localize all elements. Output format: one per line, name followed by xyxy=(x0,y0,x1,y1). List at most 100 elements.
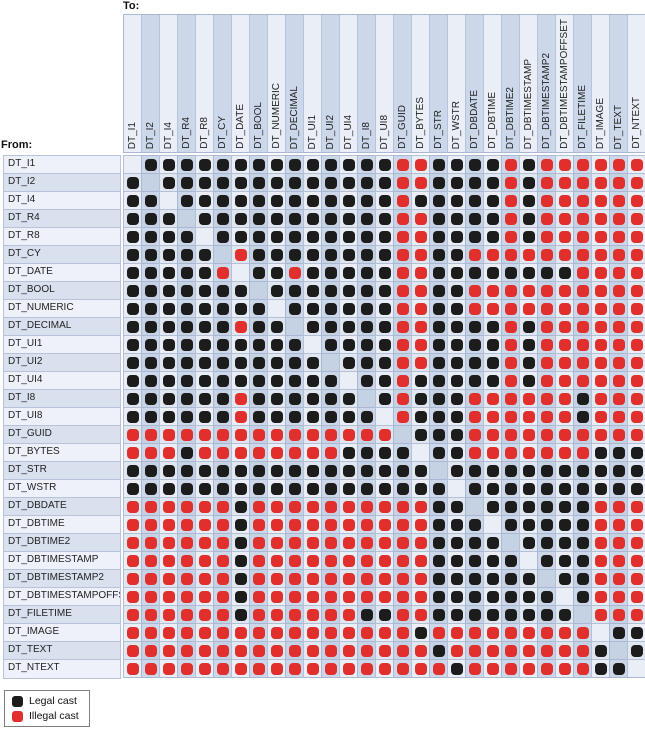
column-header-label: DT_I1 xyxy=(126,121,138,149)
matrix-cell-dt_cy-to-dt_date xyxy=(231,245,249,263)
legal-cast-dot-icon xyxy=(486,176,499,189)
column-header-label: DT_FILETIME xyxy=(576,85,588,149)
matrix-cell-dt_image-to-dt_dbtime xyxy=(483,623,501,641)
matrix-cell-dt_str-to-dt_ui1 xyxy=(303,461,321,479)
legal-cast-dot-icon xyxy=(306,302,319,315)
illegal-cast-dot-icon xyxy=(396,392,409,405)
legal-cast-dot-icon xyxy=(486,500,499,513)
matrix-cell-dt_date-to-dt_i8 xyxy=(357,263,375,281)
illegal-cast-dot-icon xyxy=(504,284,517,297)
legal-cast-dot-icon xyxy=(432,158,445,171)
illegal-cast-dot-icon xyxy=(342,500,355,513)
legal-cast-dot-icon xyxy=(576,554,589,567)
legal-cast-dot-icon xyxy=(450,212,463,225)
matrix-cell-dt_date-to-dt_ntext xyxy=(627,263,645,281)
matrix-cell-dt_dbtimestampoffset-to-dt_text xyxy=(609,587,627,605)
matrix-cell-dt_cy-to-dt_str xyxy=(429,245,447,263)
illegal-cast-dot-icon xyxy=(180,572,193,585)
matrix-cell-dt_i2-to-dt_i8 xyxy=(357,173,375,191)
column-header-label: DT_UI8 xyxy=(378,114,390,149)
illegal-cast-dot-icon xyxy=(234,248,247,261)
matrix-cell-dt_dbtime2-to-dt_ui8 xyxy=(375,533,393,551)
legal-cast-dot-icon xyxy=(378,158,391,171)
matrix-cell-dt_bool-to-dt_date xyxy=(231,281,249,299)
matrix-cell-dt_guid-to-dt_filetime xyxy=(573,425,591,443)
legal-cast-dot-icon xyxy=(450,194,463,207)
illegal-cast-dot-icon xyxy=(198,590,211,603)
matrix-cell-dt_i4-to-dt_filetime xyxy=(573,191,591,209)
legal-cast-dot-icon xyxy=(468,482,481,495)
illegal-cast-dot-icon xyxy=(288,266,301,279)
matrix-cell-dt_dbtime-to-dt_bool xyxy=(249,515,267,533)
matrix-cell-dt_bool-to-dt_ui8 xyxy=(375,281,393,299)
legal-cast-dot-icon xyxy=(324,374,337,387)
matrix-cell-dt_dbtime2-to-dt_dbdate xyxy=(465,533,483,551)
matrix-cell-dt_dbtime2-to-dt_guid xyxy=(393,533,411,551)
matrix-cell-dt_bool-to-dt_dbtimestamp xyxy=(519,281,537,299)
column-header-dt_image: DT_IMAGE xyxy=(592,15,610,152)
matrix-cell-dt_wstr-to-dt_wstr xyxy=(447,479,465,497)
matrix-cell-dt_ui8-to-dt_ui1 xyxy=(303,407,321,425)
illegal-cast-dot-icon xyxy=(630,554,643,567)
matrix-cell-dt_ui8-to-dt_i4 xyxy=(159,407,177,425)
illegal-cast-dot-icon xyxy=(180,536,193,549)
matrix-cell-dt_r8-to-dt_r8 xyxy=(195,227,213,245)
column-header-label: DT_IMAGE xyxy=(594,97,606,149)
matrix-cell-dt_cy-to-dt_ntext xyxy=(627,245,645,263)
matrix-cell-dt_numeric-to-dt_decimal xyxy=(285,299,303,317)
illegal-cast-dot-icon xyxy=(612,374,625,387)
matrix-cell-dt_ui2-to-dt_decimal xyxy=(285,353,303,371)
illegal-cast-dot-icon xyxy=(576,320,589,333)
matrix-cell-dt_dbtime2-to-dt_bool xyxy=(249,533,267,551)
matrix-cell-dt_i8-to-dt_dbtime2 xyxy=(501,389,519,407)
matrix-cell-dt_ui2-to-dt_ui4 xyxy=(339,353,357,371)
matrix-cell-dt_str-to-dt_i1 xyxy=(123,461,141,479)
legal-cast-dot-icon xyxy=(558,572,571,585)
matrix-cell-dt_image-to-dt_ui8 xyxy=(375,623,393,641)
illegal-cast-dot-icon xyxy=(144,662,157,675)
column-header-label: DT_DBDATE xyxy=(468,90,480,149)
matrix-cell-dt_cy-to-dt_cy xyxy=(213,245,231,263)
matrix-cell-dt_i4-to-dt_ui8 xyxy=(375,191,393,209)
matrix-cell-dt_r8-to-dt_wstr xyxy=(447,227,465,245)
legal-cast-dot-icon xyxy=(414,482,427,495)
legal-cast-dot-icon xyxy=(234,374,247,387)
legal-cast-dot-icon xyxy=(144,320,157,333)
matrix-cell-dt_ui1-to-dt_i8 xyxy=(357,335,375,353)
matrix-cell-dt_i2-to-dt_i4 xyxy=(159,173,177,191)
illegal-cast-dot-icon xyxy=(414,158,427,171)
legal-cast-dot-icon xyxy=(198,284,211,297)
matrix-cell-dt_image-to-dt_filetime xyxy=(573,623,591,641)
matrix-cell-dt_numeric-to-dt_ui2 xyxy=(321,299,339,317)
legal-cast-dot-icon xyxy=(162,266,175,279)
illegal-cast-dot-icon xyxy=(414,338,427,351)
illegal-cast-dot-icon xyxy=(270,572,283,585)
legal-cast-dot-icon xyxy=(324,248,337,261)
legal-cast-dot-icon xyxy=(432,338,445,351)
matrix-cell-dt_i1-to-dt_text xyxy=(609,155,627,173)
legal-cast-dot-icon xyxy=(288,392,301,405)
illegal-cast-dot-icon xyxy=(612,158,625,171)
legal-cast-dot-icon xyxy=(396,446,409,459)
matrix-cell-dt_decimal-to-dt_image xyxy=(591,317,609,335)
matrix-cell-dt_str-to-dt_numeric xyxy=(267,461,285,479)
matrix-cell-dt_dbdate-to-dt_dbtime2 xyxy=(501,497,519,515)
matrix-cell-dt_ui2-to-dt_i8 xyxy=(357,353,375,371)
matrix-cell-dt_decimal-to-dt_guid xyxy=(393,317,411,335)
matrix-cell-dt_filetime-to-dt_date xyxy=(231,605,249,623)
matrix-cell-dt_bool-to-dt_ui1 xyxy=(303,281,321,299)
matrix-cell-dt_cy-to-dt_ui8 xyxy=(375,245,393,263)
matrix-cell-dt_r8-to-dt_r4 xyxy=(177,227,195,245)
legal-cast-dot-icon xyxy=(342,266,355,279)
matrix-cell-dt_i2-to-dt_text xyxy=(609,173,627,191)
legal-cast-dot-icon xyxy=(324,302,337,315)
legal-cast-dot-icon xyxy=(360,446,373,459)
matrix-cell-dt_date-to-dt_dbdate xyxy=(465,263,483,281)
legal-cast-dot-icon xyxy=(288,248,301,261)
matrix-cell-dt_bool-to-dt_dbtimestamp2 xyxy=(537,281,555,299)
illegal-cast-dot-icon xyxy=(540,356,553,369)
matrix-cell-dt_i4-to-dt_dbtime2 xyxy=(501,191,519,209)
matrix-cell-dt_text-to-dt_r8 xyxy=(195,641,213,659)
legal-cast-dot-icon xyxy=(558,536,571,549)
illegal-cast-dot-icon xyxy=(234,662,247,675)
